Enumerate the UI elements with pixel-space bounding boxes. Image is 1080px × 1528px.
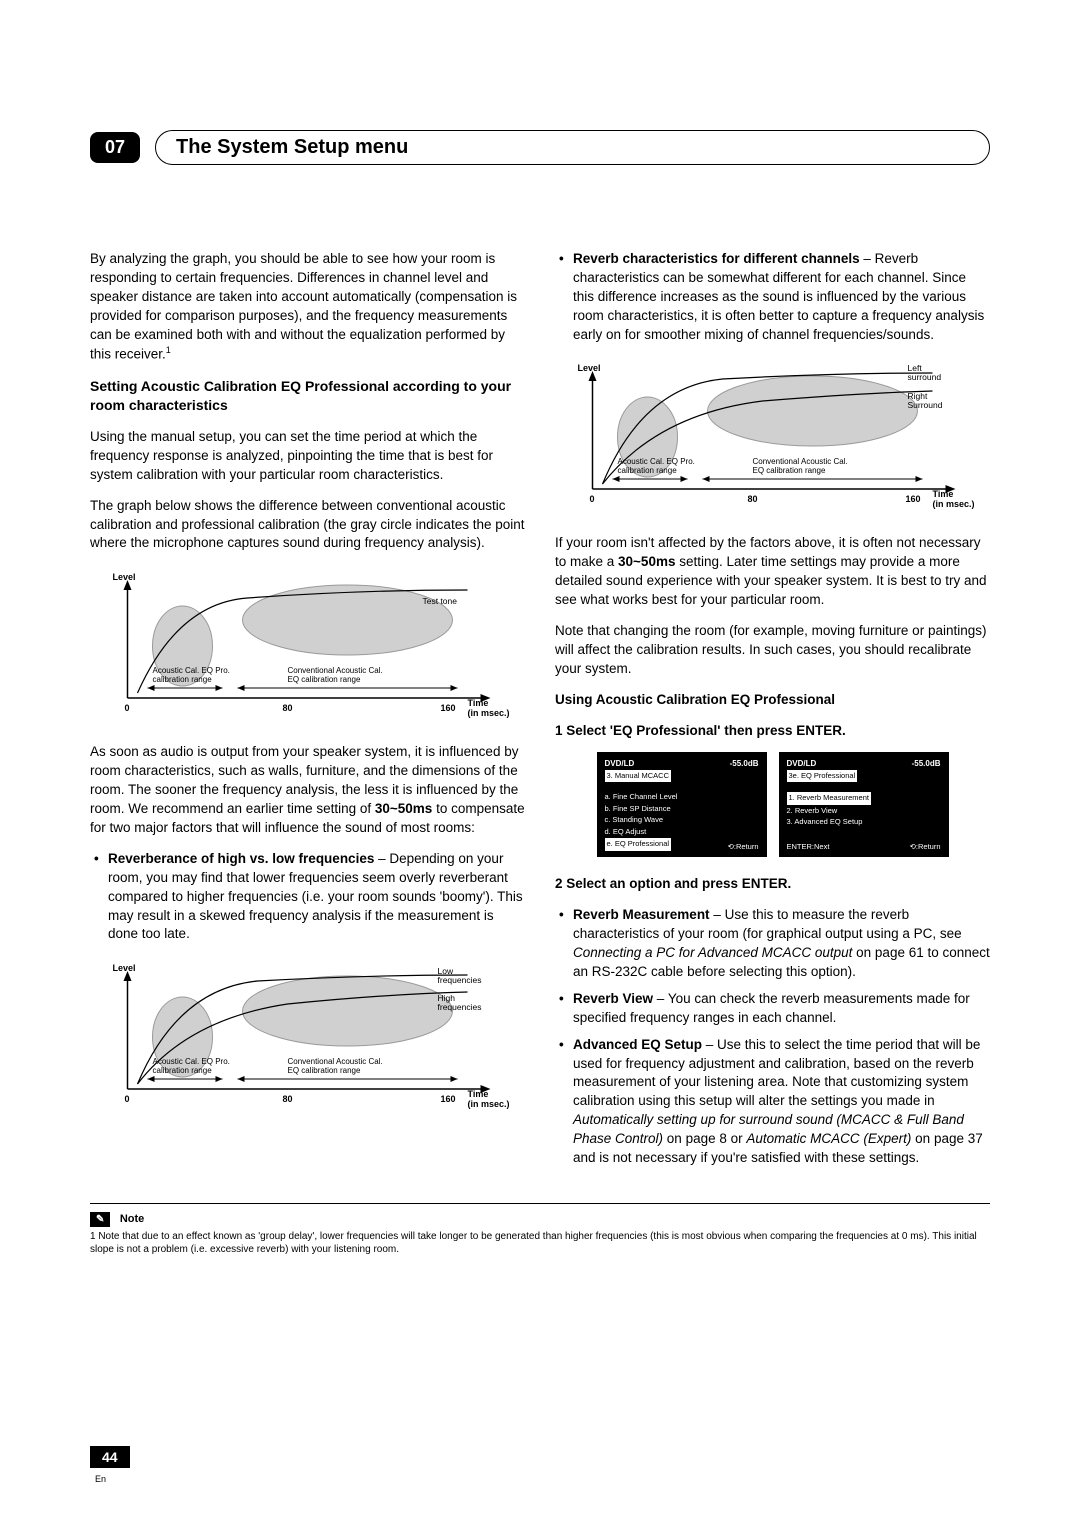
screen-manual-mcacc: DVD/LD-55.0dB 3. Manual MCACC a. Fine Ch… [597, 752, 767, 857]
setting-p2: The graph below shows the difference bet… [90, 497, 525, 554]
timing-paragraph: As soon as audio is output from your spe… [90, 743, 525, 837]
svg-text:frequencies: frequencies [438, 1002, 482, 1012]
svg-text:(in msec.): (in msec.) [468, 1099, 510, 1109]
footnote-section: ✎ Note 1 Note that due to an effect know… [90, 1203, 990, 1256]
svg-text:Conventional Acoustic Cal.: Conventional Acoustic Cal. [753, 457, 848, 466]
factor-list: Reverberance of high vs. low frequencies… [90, 850, 525, 944]
section-heading-setting: Setting Acoustic Calibration EQ Professi… [90, 377, 525, 416]
note-label: Note [120, 1213, 144, 1225]
svg-text:160: 160 [441, 703, 456, 713]
svg-text:Conventional Acoustic Cal.: Conventional Acoustic Cal. [288, 666, 383, 675]
chapter-number: 07 [90, 132, 140, 163]
svg-text:frequencies: frequencies [438, 975, 482, 985]
svg-text:EQ calibration range: EQ calibration range [753, 466, 826, 475]
options-list: Reverb Measurement – Use this to measure… [555, 906, 990, 1168]
changing-room-paragraph: Note that changing the room (for example… [555, 622, 990, 679]
svg-text:80: 80 [748, 494, 758, 504]
svg-text:Test tone: Test tone [423, 596, 458, 606]
svg-text:80: 80 [283, 1094, 293, 1104]
svg-text:EQ calibration range: EQ calibration range [288, 675, 361, 684]
svg-text:Acoustic Cal. EQ Pro.: Acoustic Cal. EQ Pro. [618, 457, 695, 466]
svg-text:Time: Time [933, 489, 954, 499]
svg-text:Acoustic Cal. EQ Pro.: Acoustic Cal. EQ Pro. [153, 666, 230, 675]
option-reverb-measurement: Reverb Measurement – Use this to measure… [573, 906, 990, 982]
option-reverb-view: Reverb View – You can check the reverb m… [573, 990, 990, 1028]
factor-list-r: Reverb characteristics for different cha… [555, 250, 990, 344]
note-icon: ✎ [90, 1212, 110, 1227]
svg-text:0: 0 [125, 1094, 130, 1104]
svg-text:calibration range: calibration range [153, 675, 213, 684]
svg-text:Conventional Acoustic Cal.: Conventional Acoustic Cal. [288, 1057, 383, 1066]
svg-text:Level: Level [578, 363, 601, 373]
svg-text:Level: Level [113, 963, 136, 973]
svg-text:Time: Time [468, 1089, 489, 1099]
graph-surround-channels: Level Left surround Right Surround Acous… [555, 359, 990, 514]
screen-eq-professional: DVD/LD-55.0dB 3e. EQ Professional 1. Rev… [779, 752, 949, 857]
svg-text:80: 80 [283, 703, 293, 713]
svg-text:Level: Level [113, 572, 136, 582]
step-2: 2 Select an option and press ENTER. [555, 875, 990, 894]
not-affected-paragraph: If your room isn't affected by the facto… [555, 534, 990, 610]
option-advanced-eq: Advanced EQ Setup – Use this to select t… [573, 1036, 990, 1168]
section-heading-using: Using Acoustic Calibration EQ Profession… [555, 691, 990, 710]
svg-text:0: 0 [125, 703, 130, 713]
factor-reverberance: Reverberance of high vs. low frequencies… [108, 850, 525, 944]
svg-text:Acoustic Cal. EQ Pro.: Acoustic Cal. EQ Pro. [153, 1057, 230, 1066]
svg-text:surround: surround [908, 372, 942, 382]
chapter-title: The System Setup menu [176, 136, 408, 158]
note-text: 1 Note that due to an effect known as 'g… [90, 1230, 990, 1256]
page-number: 44 [90, 1446, 130, 1468]
svg-text:(in msec.): (in msec.) [933, 499, 975, 509]
factor-channels: Reverb characteristics for different cha… [573, 250, 990, 344]
svg-text:EQ calibration range: EQ calibration range [288, 1066, 361, 1075]
right-column: Reverb characteristics for different cha… [555, 250, 990, 1178]
svg-text:0: 0 [590, 494, 595, 504]
setting-p1: Using the manual setup, you can set the … [90, 428, 525, 485]
chapter-title-container: The System Setup menu [155, 130, 990, 165]
content-columns: By analyzing the graph, you should be ab… [90, 250, 990, 1178]
left-column: By analyzing the graph, you should be ab… [90, 250, 525, 1178]
svg-text:Time: Time [468, 698, 489, 708]
chapter-header: 07 The System Setup menu [90, 130, 990, 165]
svg-text:calibration range: calibration range [618, 466, 678, 475]
step-1: 1 Select 'EQ Professional' then press EN… [555, 722, 990, 741]
graph-low-high-freq: Level Low frequencies High frequencies A… [90, 959, 525, 1114]
svg-text:Surround: Surround [908, 400, 943, 410]
svg-text:160: 160 [441, 1094, 456, 1104]
svg-text:160: 160 [906, 494, 921, 504]
svg-text:calibration range: calibration range [153, 1066, 213, 1075]
page-language: En [95, 1474, 106, 1484]
intro-paragraph: By analyzing the graph, you should be ab… [90, 250, 525, 365]
graph-test-tone: Level Test tone Acoustic Cal. EQ Pro. ca… [90, 568, 525, 723]
ui-screens: DVD/LD-55.0dB 3. Manual MCACC a. Fine Ch… [555, 752, 990, 857]
svg-text:(in msec.): (in msec.) [468, 708, 510, 718]
